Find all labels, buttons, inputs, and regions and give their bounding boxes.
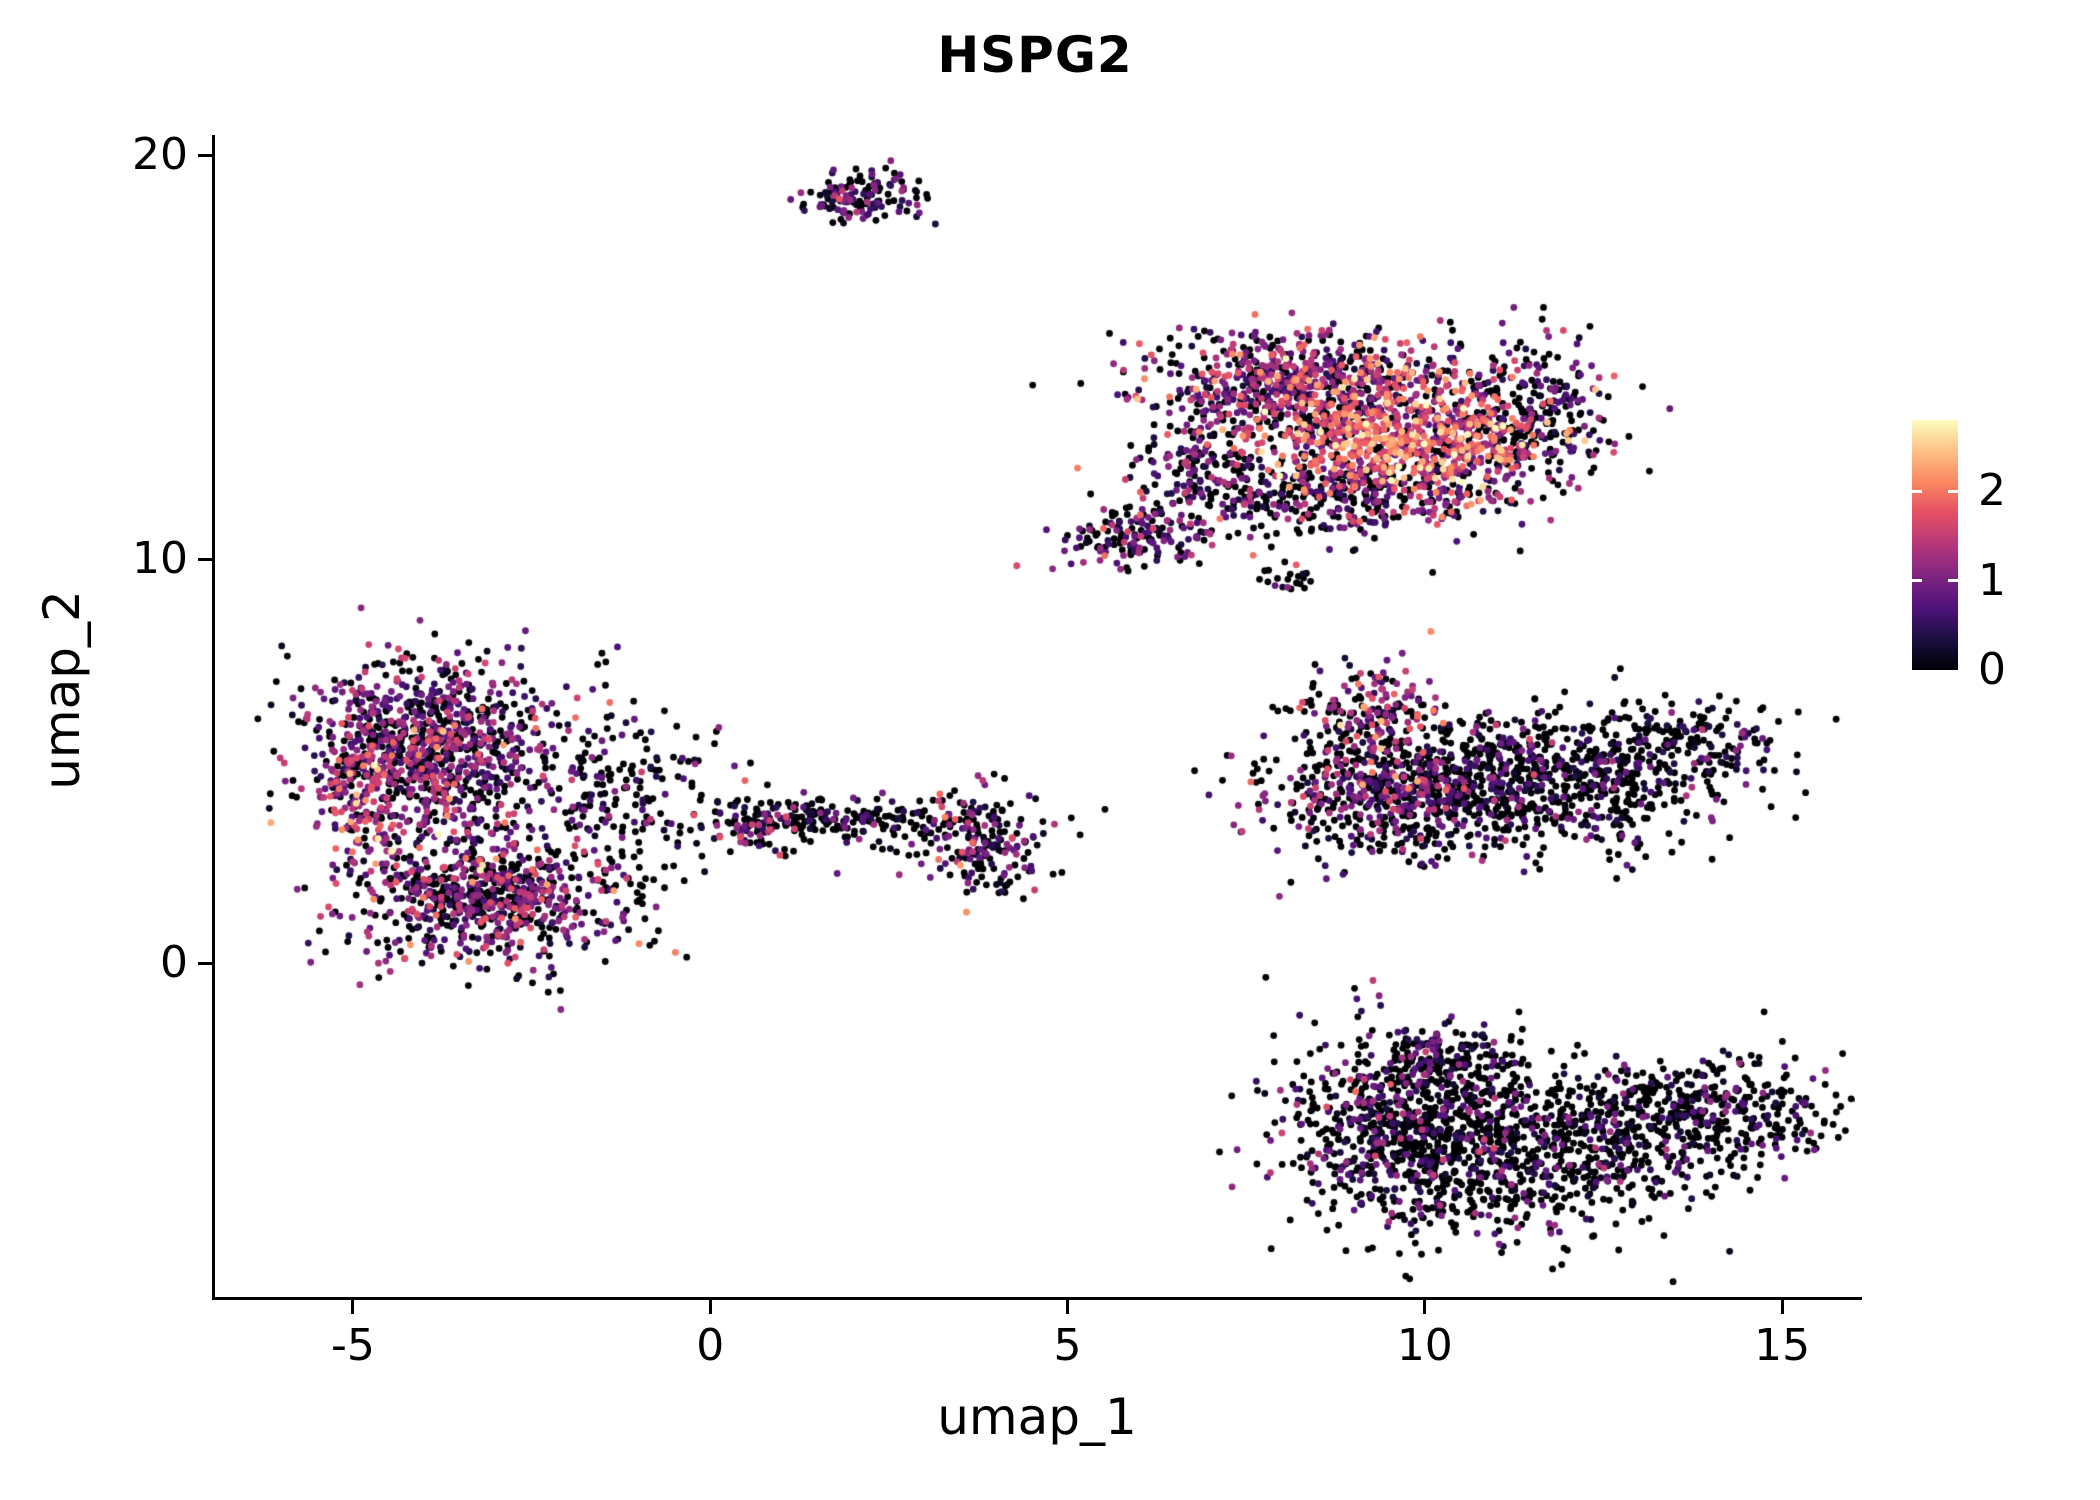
y-axis-label: umap_2 (33, 590, 91, 790)
y-axis-line (212, 135, 215, 1300)
y-tick-label: 0 (160, 937, 188, 989)
colorbar-tick-label: 2 (1978, 465, 2006, 517)
y-tick-label: 10 (132, 533, 188, 585)
x-tick-mark (351, 1300, 355, 1314)
x-tick-mark (708, 1300, 712, 1314)
colorbar-tick-label: 0 (1978, 644, 2006, 695)
x-tick-mark (1780, 1300, 1784, 1314)
colorbar-tick-label: 1 (1978, 554, 2006, 606)
colorbar-tick-mark (1912, 489, 1922, 493)
y-tick-mark (198, 153, 212, 157)
x-tick-label: 5 (1053, 1320, 1082, 1371)
x-tick-label: 15 (1754, 1320, 1811, 1371)
x-tick-mark (1066, 1300, 1069, 1314)
x-tick-label: 10 (1396, 1320, 1453, 1371)
colorbar-tick-mark (1948, 579, 1958, 583)
colorbar-tick-mark (1912, 579, 1922, 583)
plot-title: HSPG2 (937, 26, 1133, 84)
x-axis-line (212, 1297, 1862, 1300)
x-axis-label: umap_1 (937, 1388, 1137, 1446)
x-tick-mark (1423, 1300, 1427, 1314)
y-tick-label: 20 (132, 129, 188, 181)
plot-area (215, 135, 1855, 1297)
y-tick-mark (198, 557, 212, 561)
colorbar-tick-mark (1948, 489, 1958, 493)
y-tick-mark (198, 961, 212, 965)
x-tick-label: -5 (330, 1320, 375, 1371)
x-tick-label: 0 (696, 1320, 725, 1371)
colorbar-gradient (1912, 420, 1958, 670)
scatter-canvas (215, 135, 1855, 1297)
